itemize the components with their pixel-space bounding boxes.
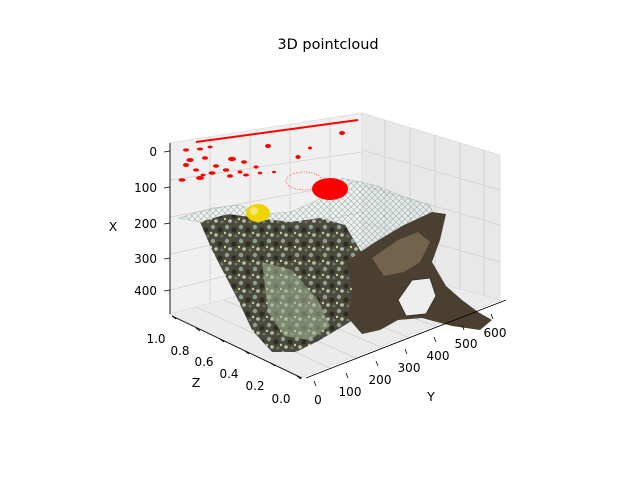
reef-rock-right (346, 212, 492, 334)
y-tick-label: 100 (339, 385, 362, 399)
y-tick-mark (490, 313, 494, 320)
red-point (243, 173, 249, 177)
y-axis-line (305, 299, 507, 379)
x-tick-label: 0 (149, 145, 157, 159)
reef-light-patch (262, 262, 330, 340)
y-tick-mark (313, 380, 317, 387)
y-tick-mark (345, 372, 349, 379)
z-tick-mark (219, 338, 225, 343)
red-edge-points (195, 119, 359, 143)
red-cluster (285, 171, 348, 200)
z-tick-mark (195, 327, 201, 332)
z-axis-label: Z (192, 375, 201, 390)
red-point (193, 168, 199, 172)
y-tick-mark (433, 336, 437, 343)
red-point (213, 164, 219, 168)
y-tick-label: 300 (398, 361, 421, 375)
x-axis-label: X (109, 219, 118, 234)
x-tick-label: 300 (134, 252, 157, 266)
x-tick-label: 400 (134, 284, 157, 298)
y-tick-label: 500 (455, 337, 478, 351)
z-tick-label: 1.0 (146, 332, 165, 346)
y-tick-label: 600 (484, 326, 507, 340)
x-tick-label: 100 (134, 181, 157, 195)
red-point (308, 146, 312, 150)
x-tick-mark (163, 289, 171, 292)
x-tick-mark (163, 222, 171, 225)
z-tick-mark (270, 362, 276, 367)
chart-title: 3D pointcloud (277, 37, 378, 53)
y-tick-label: 0 (314, 393, 322, 407)
x-tick-mark (163, 186, 171, 189)
red-point (228, 156, 236, 162)
red-cluster-sparse (285, 171, 323, 191)
red-point (237, 170, 243, 174)
y-tick-label: 400 (427, 349, 450, 363)
red-points-series (178, 119, 359, 182)
z-tick-label: 0.0 (271, 392, 290, 406)
red-point (207, 145, 213, 149)
y-tick-mark (404, 348, 408, 355)
red-point (265, 144, 271, 148)
red-point (200, 173, 206, 177)
x-tick-mark (163, 150, 171, 153)
red-point (227, 174, 233, 178)
red-point (272, 170, 276, 174)
red-point (202, 156, 208, 160)
reef-surface (177, 177, 492, 352)
red-point (196, 176, 204, 180)
z-tick-label: 0.4 (219, 367, 238, 381)
red-point (257, 171, 263, 175)
red-point (339, 131, 345, 135)
y-ticks: 0 100 200 300 400 500 600 (313, 313, 507, 407)
red-point (241, 160, 247, 164)
y-tick-mark (461, 324, 465, 331)
yellow-points-series (246, 204, 270, 222)
z-tick-label: 0.6 (194, 355, 213, 369)
red-point (222, 168, 230, 172)
y-tick-label: 200 (369, 373, 392, 387)
z-tick-mark (296, 375, 302, 380)
z-tick-label: 0.8 (170, 344, 189, 358)
red-point (183, 148, 189, 152)
x-tick-mark (163, 257, 171, 260)
red-point (295, 155, 301, 159)
z-tick-mark (171, 315, 177, 320)
yellow-highlight (250, 207, 258, 215)
red-point (183, 163, 189, 167)
z-tick-mark (244, 350, 250, 355)
red-cluster-core (312, 178, 348, 200)
y-axis-label: Y (426, 389, 435, 404)
red-point (178, 178, 186, 182)
x-tick-label: 200 (134, 217, 157, 231)
red-point (186, 158, 194, 162)
y-tick-mark (375, 360, 379, 367)
red-point (196, 147, 204, 151)
z-tick-label: 0.2 (245, 379, 264, 393)
red-point (208, 171, 216, 175)
axis-lines (169, 143, 507, 379)
reef-rock-highlight (372, 232, 430, 276)
yellow-point-cluster (246, 204, 270, 222)
z-ticks: 1.0 0.8 0.6 0.4 0.2 0.0 (146, 315, 302, 406)
red-point (253, 165, 259, 169)
z-axis-line (171, 315, 303, 379)
reef-rock-hole (397, 277, 437, 317)
x-ticks: 0 100 200 300 400 (134, 145, 171, 298)
